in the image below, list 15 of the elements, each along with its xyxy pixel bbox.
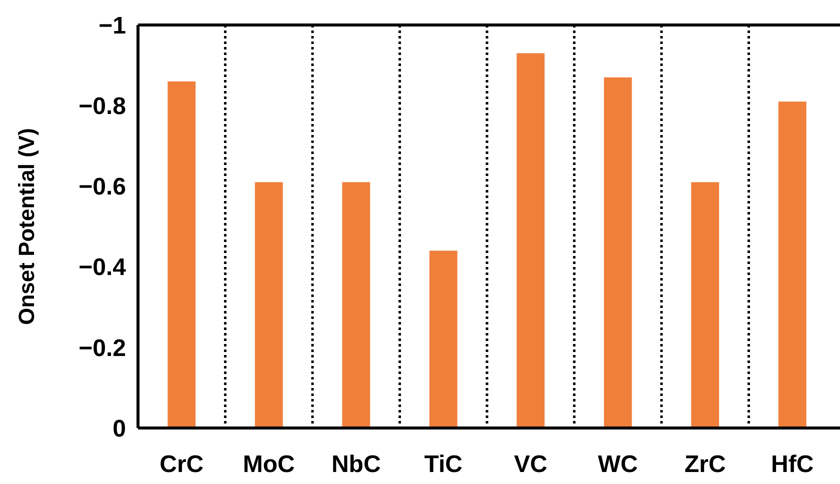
y-tick-label: −0.6: [78, 174, 126, 201]
x-tick-label: MoC: [242, 451, 295, 478]
y-tick-label: −0.4: [78, 254, 127, 282]
x-tick-label: HfC: [771, 451, 814, 478]
y-axis-title: Onset Potential (V): [14, 128, 39, 325]
y-tick-label: −0.2: [78, 334, 126, 362]
x-tick-label: VC: [514, 451, 548, 478]
x-tick-label: TiC: [424, 451, 462, 478]
x-tick-label: ZrC: [684, 451, 726, 478]
x-tick-label: WC: [598, 451, 638, 478]
y-tick-label: −0.8: [78, 93, 126, 120]
y-tick-label: 0: [112, 415, 126, 442]
x-tick-label: NbC: [331, 451, 381, 478]
y-tick-label: −1: [98, 12, 126, 40]
x-tick-label: CrC: [160, 451, 204, 478]
